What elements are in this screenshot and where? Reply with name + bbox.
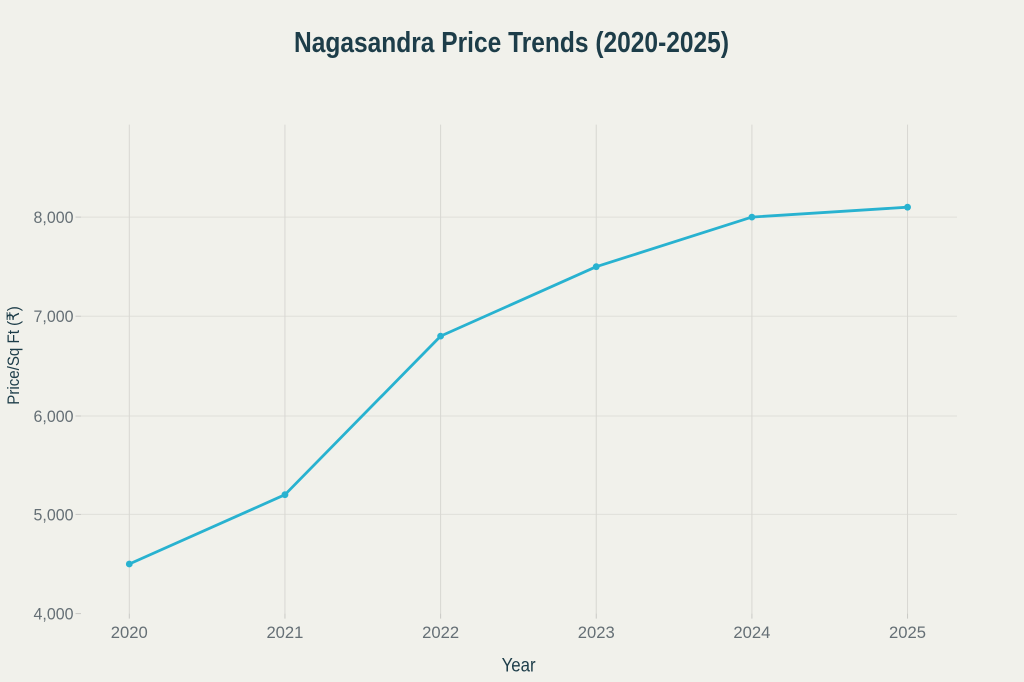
svg-text:5,000: 5,000 bbox=[34, 505, 74, 524]
svg-text:6,000: 6,000 bbox=[34, 407, 74, 426]
svg-text:8,000: 8,000 bbox=[34, 208, 74, 227]
svg-text:2020: 2020 bbox=[111, 623, 148, 642]
svg-text:2024: 2024 bbox=[733, 623, 770, 642]
svg-text:7,000: 7,000 bbox=[34, 307, 74, 326]
svg-text:Nagasandra Price Trends (2020-: Nagasandra Price Trends (2020-2025) bbox=[294, 27, 729, 59]
svg-text:2025: 2025 bbox=[889, 623, 926, 642]
svg-text:2023: 2023 bbox=[578, 623, 615, 642]
svg-text:Year: Year bbox=[502, 655, 537, 676]
svg-text:Price/Sq Ft (₹): Price/Sq Ft (₹) bbox=[4, 306, 23, 405]
svg-text:4,000: 4,000 bbox=[34, 605, 74, 624]
svg-text:2022: 2022 bbox=[422, 623, 459, 642]
svg-text:2021: 2021 bbox=[266, 623, 303, 642]
